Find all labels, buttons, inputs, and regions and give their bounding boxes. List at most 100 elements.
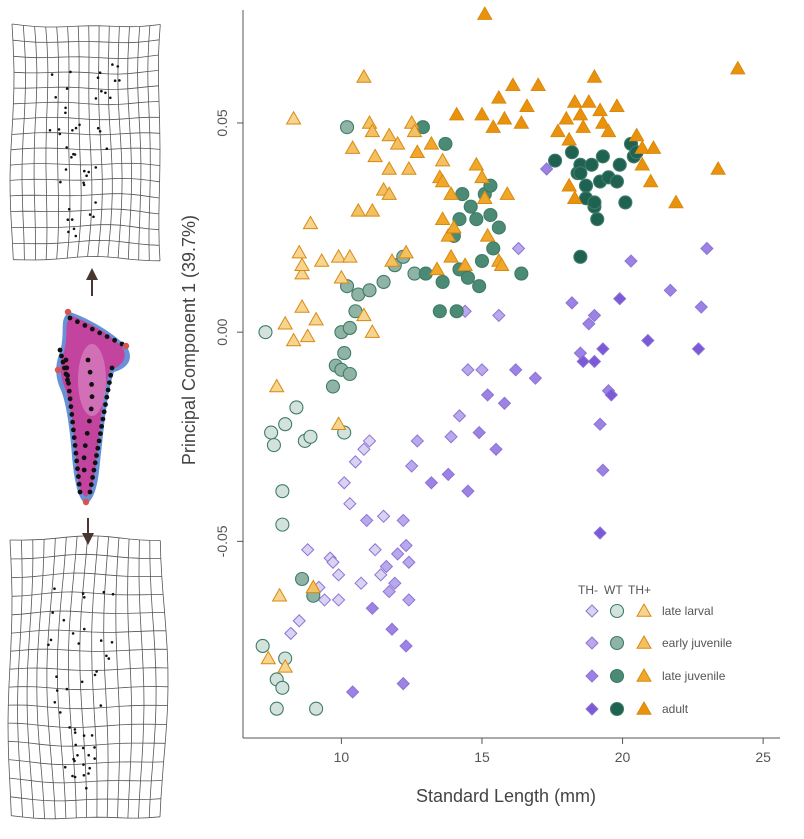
point-th-late-larval	[302, 215, 319, 230]
y-tick-label: -0.05	[214, 525, 230, 557]
point-th-early-juvenile	[364, 123, 381, 138]
grid-landmark-dot	[66, 218, 70, 221]
bone-landmark-dot	[92, 460, 98, 466]
grid-row-line	[11, 629, 166, 634]
bone-landmark-dot	[112, 337, 117, 343]
bone-landmark-dot	[103, 402, 108, 407]
bone-landmark-dot	[87, 369, 93, 375]
grid-landmark-dot	[81, 746, 85, 750]
bone-landmark-dot	[101, 409, 107, 415]
grid-column-line	[148, 540, 157, 818]
point-wt-adult	[548, 153, 563, 168]
x-tick-label: 25	[755, 749, 771, 765]
bone-landmark-dot	[99, 424, 104, 429]
bone-landmark-dot	[77, 489, 83, 495]
bone-landmark-dot	[76, 474, 81, 479]
point-th-early-juvenile	[444, 430, 458, 444]
point-wt-late-larval	[258, 325, 273, 340]
point-wt-adult	[573, 166, 588, 181]
grid-column-line	[138, 539, 145, 819]
grid-landmark-dot	[111, 592, 115, 596]
bone-landmark-dot	[72, 443, 78, 448]
grid-row-line	[9, 177, 160, 183]
point-th-early-juvenile	[452, 409, 467, 423]
grid-landmark-dot	[73, 153, 77, 156]
point-wt-late-larval	[289, 400, 304, 415]
data-points	[255, 6, 746, 716]
bone-end-landmark-dot	[122, 342, 130, 350]
grid-landmark-dot	[82, 181, 85, 185]
point-th-late-juvenile	[461, 484, 475, 498]
point-wt-late-juvenile	[486, 241, 501, 256]
grid-landmark-dot	[82, 734, 86, 737]
point-wt-adult	[587, 195, 602, 210]
point-th-adult	[613, 291, 627, 306]
grid-landmark-dot	[65, 687, 69, 691]
point-th-late-juvenile	[663, 283, 678, 298]
point-th-adult	[474, 106, 490, 121]
grid-landmark-dot	[62, 618, 66, 622]
grid-landmark-dot	[47, 643, 50, 647]
grid-column-line	[87, 25, 93, 257]
point-wt-early-juvenile	[362, 283, 377, 298]
grid-landmark-dot	[94, 201, 97, 204]
point-th-early-juvenile	[390, 547, 405, 561]
arrow-down-icon	[82, 518, 94, 545]
point-th-late-larval	[294, 257, 310, 271]
bone-highlight	[78, 344, 106, 416]
point-th-late-juvenile	[509, 363, 523, 377]
point-wt-late-larval	[266, 438, 281, 453]
point-wt-late-juvenile	[438, 136, 453, 151]
point-th-late-juvenile	[446, 219, 462, 234]
point-th-early-juvenile	[381, 127, 398, 142]
point-th-late-larval	[299, 328, 316, 343]
grid-column-line	[56, 26, 60, 260]
point-th-adult	[566, 94, 583, 108]
point-th-adult	[485, 119, 502, 133]
point-th-adult	[634, 156, 651, 171]
point-th-late-juvenile	[499, 186, 516, 200]
point-th-adult	[561, 131, 577, 146]
bone-landmark-dot	[100, 416, 106, 422]
x-axis-label: Standard Length (mm)	[416, 786, 596, 806]
point-th-late-larval	[354, 576, 368, 590]
point-th-adult	[572, 106, 589, 121]
point-th-early-juvenile	[406, 123, 423, 138]
legend-marker-th-minus	[585, 669, 599, 683]
point-th-late-larval	[294, 265, 310, 280]
grid-landmark-dot	[109, 96, 112, 100]
point-th-early-juvenile	[359, 513, 374, 528]
point-wt-late-larval	[309, 701, 324, 716]
point-wt-late-juvenile	[491, 220, 506, 235]
point-th-late-larval	[277, 658, 294, 673]
point-th-late-larval	[308, 311, 324, 326]
grid-landmark-dot	[55, 689, 59, 692]
grid-landmark-dot	[98, 130, 102, 133]
bone-landmark-dot	[59, 353, 64, 359]
point-th-adult	[530, 77, 547, 92]
grid-landmark-dot	[57, 128, 61, 131]
legend-marker-th-plus	[636, 602, 652, 617]
bone-landmark-dot	[90, 475, 95, 480]
grid-landmark-dot	[67, 207, 71, 211]
grid-landmark-dot	[65, 87, 69, 90]
grid-landmark-dot	[118, 79, 121, 82]
point-th-adult	[575, 119, 592, 133]
point-wt-adult	[584, 157, 599, 172]
point-th-adult	[576, 354, 590, 369]
grid-row-line	[9, 667, 168, 671]
point-th-late-larval	[330, 248, 347, 263]
point-th-early-juvenile	[305, 579, 322, 594]
grid-landmark-dot	[94, 97, 98, 100]
point-wt-adult	[573, 249, 588, 264]
point-th-adult	[604, 388, 619, 402]
point-th-late-larval	[330, 416, 347, 430]
grid-row-line	[10, 147, 161, 151]
point-th-adult	[593, 526, 607, 540]
bone-landmark-dot	[107, 380, 112, 385]
legend-header-th-plus: TH+	[628, 583, 651, 597]
point-th-late-larval	[362, 434, 377, 448]
grid-landmark-dot	[113, 79, 117, 82]
bone-landmark-dot	[109, 365, 115, 371]
